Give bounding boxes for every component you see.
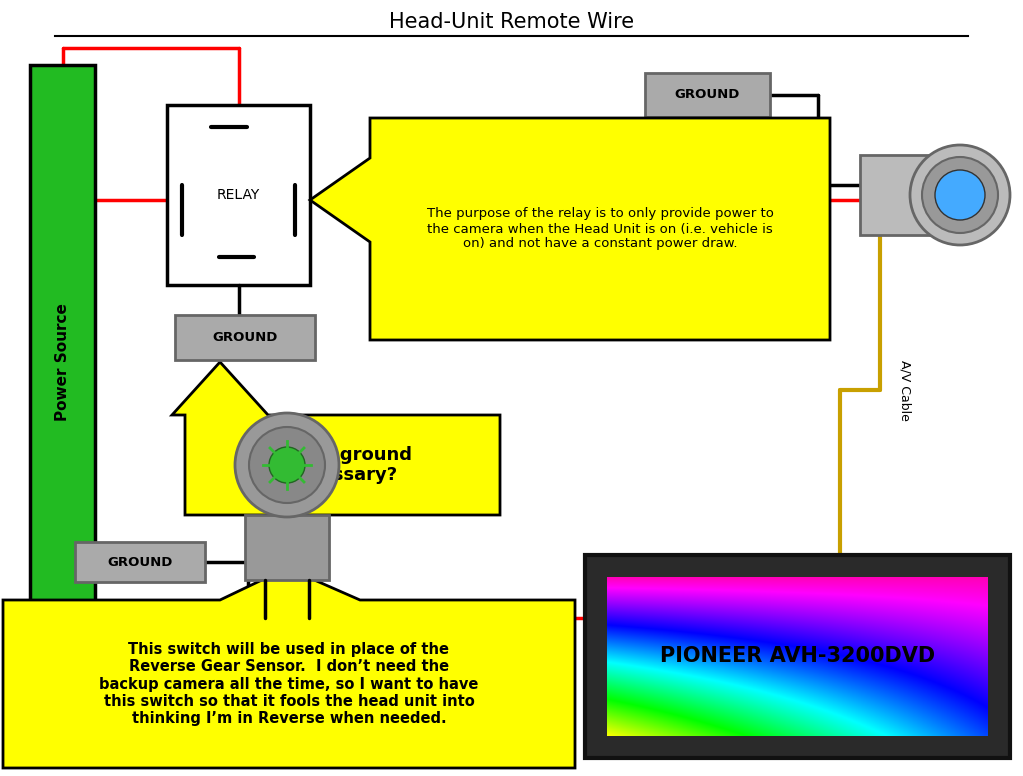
Text: GROUND: GROUND [213,331,277,344]
Circle shape [935,170,985,220]
FancyBboxPatch shape [860,155,935,235]
Circle shape [249,427,325,503]
Text: This switch will be used in place of the
Reverse Gear Sensor.  I don’t need the
: This switch will be used in place of the… [99,642,479,726]
Text: Power Source: Power Source [55,303,70,421]
Polygon shape [172,362,500,515]
Polygon shape [310,118,830,340]
Text: The purpose of the relay is to only provide power to
the camera when the Head Un: The purpose of the relay is to only prov… [427,207,773,251]
FancyBboxPatch shape [585,555,1010,758]
FancyBboxPatch shape [167,105,310,285]
Text: GROUND: GROUND [107,556,173,569]
FancyBboxPatch shape [644,73,770,117]
Circle shape [910,145,1010,245]
Circle shape [269,447,305,483]
FancyBboxPatch shape [175,315,315,360]
Text: Is this ground
necessary?: Is this ground necessary? [272,445,412,484]
Text: RELAY: RELAY [217,188,260,202]
Circle shape [235,413,339,517]
Text: Head-Unit Remote Wire: Head-Unit Remote Wire [389,12,634,32]
Circle shape [922,157,998,233]
FancyBboxPatch shape [75,542,205,582]
Text: A/V Cable: A/V Cable [898,359,911,421]
Text: PIONEER AVH-3200DVD: PIONEER AVH-3200DVD [660,646,935,667]
FancyBboxPatch shape [244,515,329,580]
Text: GROUND: GROUND [675,88,741,102]
Polygon shape [3,568,575,768]
FancyBboxPatch shape [30,65,95,660]
